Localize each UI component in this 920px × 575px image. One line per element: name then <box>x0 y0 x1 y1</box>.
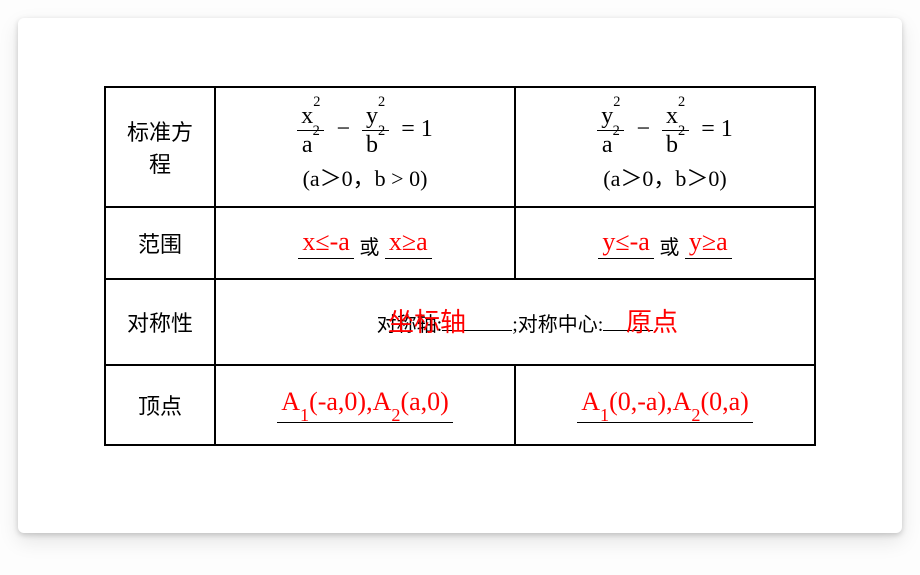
label-vertices: 顶点 <box>105 365 215 445</box>
label-standard-equation-l2: 程 <box>149 152 171 177</box>
content-card: 标准方 程 x2a2 − y2b2 = 1 (a＞0，b > 0) y2a2 <box>18 18 902 533</box>
row-standard-equation: 标准方 程 x2a2 − y2b2 = 1 (a＞0，b > 0) y2a2 <box>105 87 815 207</box>
equation-horizontal: x2a2 − y2b2 = 1 <box>217 102 513 159</box>
cell-equation-horizontal: x2a2 − y2b2 = 1 (a＞0，b > 0) <box>215 87 515 207</box>
label-symmetry: 对称性 <box>105 279 215 365</box>
cell-symmetry: 对称轴:;对称中心: 坐标轴 原点 <box>215 279 815 365</box>
cell-vertices-vertical: A1(0,-a),A2(0,a) <box>515 365 815 445</box>
sym-axis-answer: 坐标轴 <box>388 302 466 339</box>
page-background: 标准方 程 x2a2 − y2b2 = 1 (a＞0，b > 0) y2a2 <box>0 0 920 575</box>
range-v-left: y≤-a <box>598 227 653 259</box>
cell-range-vertical: y≤-a 或 y≥a <box>515 207 815 279</box>
range-or-1: 或 <box>359 237 379 259</box>
row-range: 范围 x≤-a 或 x≥a y≤-a 或 y≥a <box>105 207 815 279</box>
cell-vertices-horizontal: A1(-a,0),A2(a,0) <box>215 365 515 445</box>
equation-vertical: y2a2 − x2b2 = 1 <box>517 102 813 159</box>
condition-horizontal: (a＞0，b > 0) <box>217 161 513 193</box>
sym-center-answer: 原点 <box>626 302 678 339</box>
row-vertices: 顶点 A1(-a,0),A2(a,0) A1(0,-a),A2(0,a) <box>105 365 815 445</box>
condition-vertical: (a＞0，b＞0) <box>517 161 813 193</box>
range-or-2: 或 <box>659 237 679 259</box>
range-v-right: y≥a <box>685 227 732 259</box>
cell-equation-vertical: y2a2 − x2b2 = 1 (a＞0，b＞0) <box>515 87 815 207</box>
range-h-right: x≥a <box>385 227 432 259</box>
label-standard-equation-l1: 标准方 <box>127 120 193 145</box>
label-standard-equation: 标准方 程 <box>105 87 215 207</box>
cell-range-horizontal: x≤-a 或 x≥a <box>215 207 515 279</box>
sym-center-label: ;对称中心: <box>512 314 603 336</box>
row-symmetry: 对称性 对称轴:;对称中心: 坐标轴 原点 <box>105 279 815 365</box>
range-h-left: x≤-a <box>298 227 353 259</box>
hyperbola-properties-table: 标准方 程 x2a2 − y2b2 = 1 (a＞0，b > 0) y2a2 <box>104 86 816 446</box>
label-range: 范围 <box>105 207 215 279</box>
